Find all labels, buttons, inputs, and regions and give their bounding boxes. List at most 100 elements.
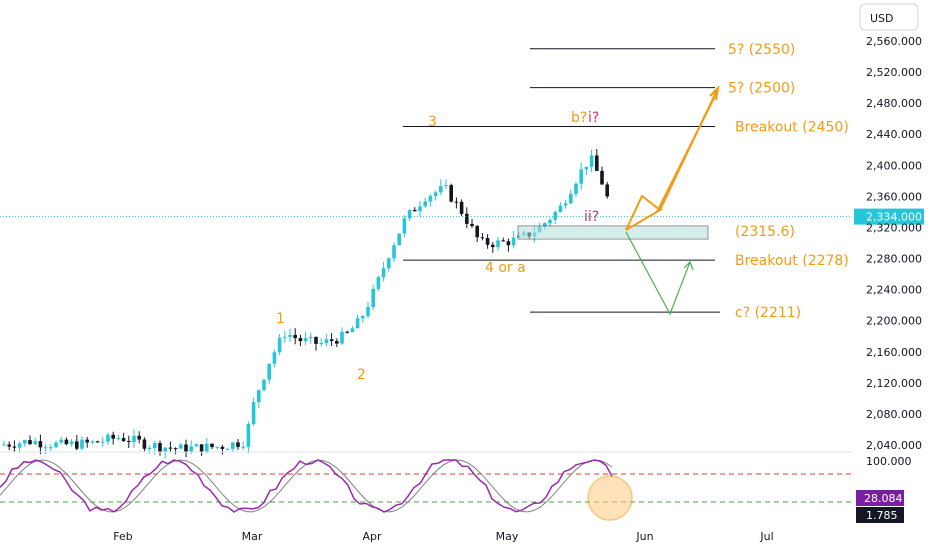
x-tick-label: May (496, 530, 519, 543)
candle-body (329, 339, 334, 342)
candle-body (225, 448, 230, 450)
candle-body (257, 390, 261, 403)
y-tick-label: 2,320.000 (866, 221, 922, 234)
candle-body (303, 338, 308, 342)
candle-body (236, 442, 240, 447)
candle-body (7, 444, 11, 447)
stochastic-panel: 100.000 28.084 1.785 (0, 451, 912, 523)
candle-body (38, 441, 43, 448)
candle-body (371, 288, 375, 308)
candle-body (158, 443, 162, 452)
candle-body (246, 423, 251, 447)
stoch-d-label: 1.785 (866, 509, 898, 522)
candle-body (267, 363, 271, 380)
x-tick-label: Jun (635, 530, 653, 543)
candle-body (194, 444, 199, 447)
candle-body (470, 223, 474, 227)
candle-body (75, 441, 79, 449)
candle-body (189, 446, 193, 453)
candle-body (293, 334, 297, 339)
currency-button[interactable]: USD (859, 3, 919, 31)
wave-label: 4 or a (485, 260, 526, 276)
candle-body (480, 237, 485, 239)
y-tick-label: 2,080.000 (866, 408, 922, 421)
candle-body (418, 206, 422, 212)
candle-body (111, 434, 115, 439)
candle-body (101, 441, 105, 443)
level-label: Breakout (2450) (735, 119, 849, 135)
candle-body (59, 439, 63, 443)
x-tick-label: Jul (759, 530, 773, 543)
candle-body (132, 435, 136, 443)
candle-body (574, 183, 578, 194)
candle-body (288, 334, 292, 337)
candle-body (199, 444, 204, 453)
y-tick-label: 2,480.000 (866, 97, 922, 110)
scenarios-layer (625, 85, 720, 316)
candle-body (579, 169, 583, 184)
level-label: 5? (2550) (728, 42, 795, 58)
candle-body (283, 336, 287, 338)
candle-body (43, 447, 48, 449)
y-tick-label: 2,160.000 (866, 346, 922, 359)
candle-body (69, 441, 74, 445)
candle-body (314, 336, 318, 344)
candle-body (376, 277, 381, 289)
wave-label: b? (571, 110, 587, 126)
candle-body (137, 435, 141, 440)
candle-body (428, 195, 433, 202)
annotations-layer: 5? (2550) 5? (2500) Breakout (2450) (2315.6… (276, 42, 849, 383)
bullish-arrow (709, 85, 720, 101)
candle-body (439, 186, 443, 193)
bullish-path (625, 89, 719, 231)
y-tick-label: 2,040.000 (866, 439, 922, 452)
wave-label: 3 (428, 114, 437, 130)
stoch-d-badge (856, 507, 904, 523)
candle-body (251, 402, 256, 424)
level-label: (2315.6) (735, 224, 795, 240)
candle-body (277, 337, 282, 353)
level-label: 5? (2500) (728, 81, 795, 97)
candle-body (215, 446, 219, 448)
y-tick-label: 2,200.000 (866, 315, 922, 328)
oversold-highlight (587, 475, 633, 521)
candle-body (106, 434, 110, 442)
candle-body (220, 446, 225, 449)
candle-body (402, 218, 407, 234)
wave-label: ii? (584, 209, 599, 225)
candle-body (85, 439, 89, 443)
candle-body (210, 443, 214, 448)
candle-body (459, 201, 464, 214)
candle-body (485, 237, 490, 245)
candle-body (116, 438, 121, 440)
candle-body (355, 318, 360, 329)
candles-layer (2, 149, 609, 459)
candle-body (340, 331, 344, 344)
stoch-k-label: 28.084 (864, 492, 903, 505)
candle-body (361, 316, 365, 319)
candle-body (23, 440, 27, 444)
currency-label: USD (870, 12, 894, 25)
candle-body (543, 223, 547, 227)
candle-body (600, 170, 604, 185)
candle-body (262, 379, 266, 391)
candle-body (54, 442, 58, 448)
candle-body (449, 185, 453, 202)
candle-body (366, 307, 370, 317)
candle-body (506, 241, 511, 246)
candle-body (80, 439, 84, 449)
candle-body (397, 233, 401, 246)
candle-body (548, 219, 552, 224)
y-tick-label: 2,520.000 (866, 66, 922, 79)
candle-body (605, 184, 609, 197)
candle-body (475, 226, 479, 238)
candle-body (163, 447, 167, 452)
candle-body (33, 441, 37, 444)
candle-body (563, 203, 568, 206)
candle-body (491, 244, 495, 248)
candle-body (95, 441, 100, 443)
candle-body (147, 447, 152, 449)
candle-body (444, 185, 448, 187)
candle-body (64, 439, 69, 445)
